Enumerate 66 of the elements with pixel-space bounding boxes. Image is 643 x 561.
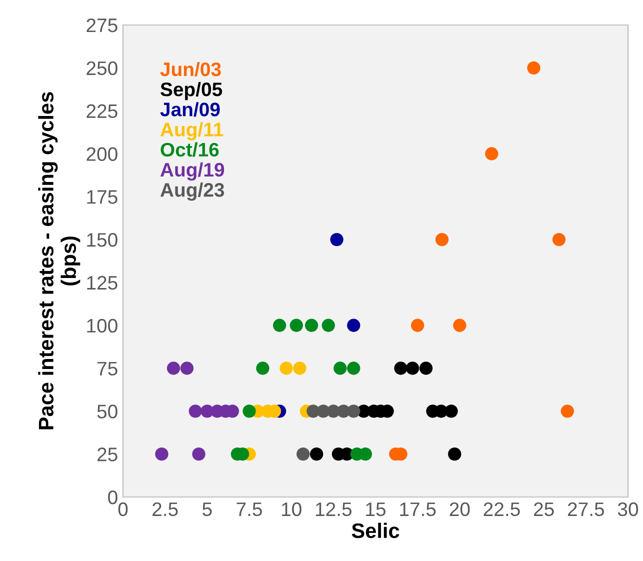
x-tick-label: 0 (118, 502, 128, 516)
x-tick-label: 25 (534, 502, 554, 516)
point (330, 232, 344, 246)
point (485, 147, 498, 160)
x-tick-label: 17.5 (400, 502, 436, 516)
point (272, 318, 286, 332)
point (419, 362, 433, 375)
x-tick-label: 15 (366, 502, 386, 516)
point (290, 318, 303, 332)
y-tick-label: 50 (97, 404, 118, 418)
x-axis-title: Selic (352, 522, 400, 538)
point (256, 362, 270, 375)
y-tick-label: 250 (86, 61, 118, 76)
x-tick-label: 10 (282, 502, 302, 516)
point (280, 362, 293, 375)
point (334, 362, 347, 375)
x-tick-label: 30 (618, 502, 638, 516)
x-tick-label: 12.5 (316, 502, 352, 516)
x-tick-label: 27.5 (568, 502, 604, 516)
x-tick-label: 22.5 (484, 502, 520, 516)
y-tick-label: 275 (86, 18, 118, 32)
point (347, 362, 360, 375)
text: Sep/05 (160, 82, 222, 100)
point (242, 404, 256, 418)
point (444, 404, 458, 418)
text: Aug/19 (160, 162, 224, 181)
y-tick-label: 175 (87, 190, 118, 204)
x-tick-label: 20 (450, 502, 470, 516)
point (448, 448, 462, 461)
point (293, 362, 306, 375)
point (552, 232, 566, 246)
point (394, 362, 408, 375)
y-tick-label: 225 (86, 104, 118, 118)
text: Aug/11 (160, 122, 224, 140)
y-axis-title: Pace interest rates - easing cycles (bps) (38, 92, 80, 430)
text: Jan/09 (160, 102, 220, 117)
x-tick-label: 5 (202, 502, 212, 516)
point (188, 404, 202, 418)
point (453, 318, 466, 332)
point (296, 448, 310, 461)
point (192, 448, 206, 461)
y-tick-label: 0 (108, 490, 118, 504)
y-tick-label: 25 (97, 448, 118, 462)
text: Aug/23 (160, 182, 224, 201)
point (406, 362, 420, 375)
point (155, 448, 168, 461)
point (410, 318, 424, 332)
text: Oct/16 (160, 142, 219, 157)
y-tick-label: 200 (86, 147, 118, 161)
point (180, 362, 194, 375)
text: Jun/03 (160, 62, 221, 76)
point (435, 232, 449, 246)
y-tick-label: 125 (87, 276, 118, 290)
point (166, 362, 180, 375)
x-tick-label: 7.5 (236, 502, 262, 516)
point (310, 448, 324, 461)
point (322, 318, 335, 332)
x-tick-label: 2.5 (152, 502, 178, 516)
point (560, 404, 574, 418)
point (527, 61, 540, 74)
point (304, 318, 318, 332)
point (347, 318, 360, 332)
point (347, 404, 360, 418)
y-tick-label: 150 (87, 233, 118, 247)
y-tick-label: 75 (98, 362, 118, 376)
y-tick-label: 100 (87, 318, 118, 333)
